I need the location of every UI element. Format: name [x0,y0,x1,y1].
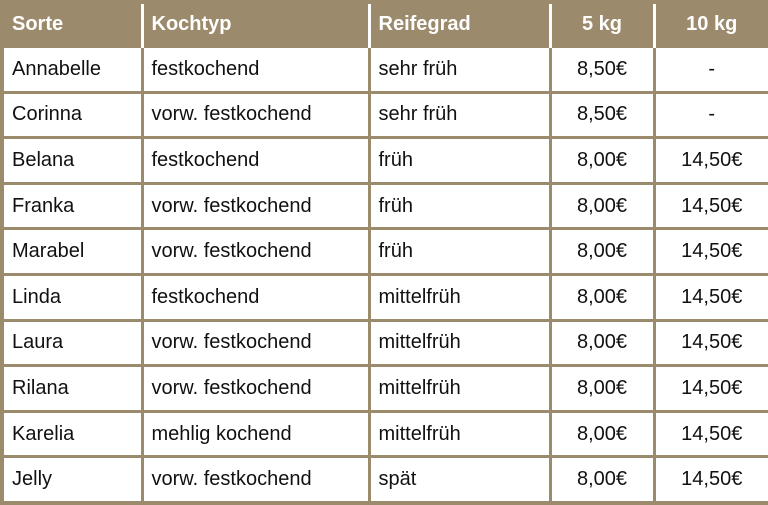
table-cell: vorw. festkochend [140,364,371,413]
table-row: Annabelle festkochend sehr früh 8,50€ - [0,45,768,94]
header-cell: 10 kg [652,2,768,47]
table-cell: 14,50€ [652,227,768,276]
table-cell: 14,50€ [652,272,768,322]
table-cell: 14,50€ [652,318,768,368]
table-cell: 8,00€ [548,181,656,231]
table-cell: 8,50€ [548,90,656,140]
header-cell: Reifegrad [367,2,550,47]
table-cell: 8,00€ [548,227,656,276]
table-cell: Laura [0,318,144,368]
header-row: Sorte Kochtyp Reifegrad 5 kg 10 kg [2,2,768,47]
table-cell: festkochend [140,272,371,322]
table-cell: vorw. festkochend [140,90,371,140]
header-cell: 5 kg [548,2,654,47]
table-cell: sehr früh [367,90,552,140]
table-cell: - [652,45,768,94]
table-cell: 8,50€ [548,45,656,94]
table-row: Laura vorw. festkochend mittelfrüh 8,00€ 14,… [0,318,768,368]
table-cell: 8,00€ [548,409,656,459]
table-cell: mittelfrüh [367,272,552,322]
table-cell: 14,50€ [652,136,768,185]
table-cell: vorw. festkochend [140,455,371,505]
table-cell: Marabel [0,227,144,276]
table-cell: festkochend [140,136,371,185]
table-row: Linda festkochend mittelfrüh 8,00€ 14,50€ [0,272,768,322]
table-cell: mittelfrüh [367,364,552,413]
table-cell: früh [367,181,552,231]
table-body: Annabelle festkochend sehr früh 8,50€ - Corin… [0,45,768,505]
table-cell: mittelfrüh [367,318,552,368]
table-cell: mehlig kochend [140,409,371,459]
table-cell: Franka [0,181,144,231]
table-cell: Annabelle [0,45,144,94]
table-cell: vorw. festkochend [140,181,371,231]
table-cell: Belana [0,136,144,185]
table-cell: 14,50€ [652,409,768,459]
table-head: Sorte Kochtyp Reifegrad 5 kg 10 kg [2,2,768,47]
table-cell: früh [367,136,552,185]
table-row: Corinna vorw. festkochend sehr früh 8,50€ - [0,90,768,140]
table-cell: Linda [0,272,144,322]
table-cell: 14,50€ [652,181,768,231]
header-cell: Sorte [2,2,142,47]
table-row: Marabel vorw. festkochend früh 8,00€ 14,50€ [0,227,768,276]
table-cell: Corinna [0,90,144,140]
table-cell: 8,00€ [548,455,656,505]
table-cell: 8,00€ [548,364,656,413]
table-cell: Rilana [0,364,144,413]
table-row: Jelly vorw. festkochend spät 8,00€ 14,50€ [0,455,768,505]
table-row: Belana festkochend früh 8,00€ 14,50€ [0,136,768,185]
header-cell: Kochtyp [140,2,369,47]
table-cell: 14,50€ [652,364,768,413]
table-cell: mittelfrüh [367,409,552,459]
table-cell: spät [367,455,552,505]
table-cell: 14,50€ [652,455,768,505]
table-cell: vorw. festkochend [140,227,371,276]
table-cell: früh [367,227,552,276]
table-cell: - [652,90,768,140]
table-cell: 8,00€ [548,136,656,185]
table-cell: sehr früh [367,45,552,94]
table-cell: vorw. festkochend [140,318,371,368]
table-row: Franka vorw. festkochend früh 8,00€ 14,50€ [0,181,768,231]
table-row: Karelia mehlig kochend mittelfrüh 8,00€ 14,5… [0,409,768,459]
table-cell: festkochend [140,45,371,94]
table-cell: Jelly [0,455,144,505]
table-row: Rilana vorw. festkochend mittelfrüh 8,00€ 14… [0,364,768,413]
table-cell: 8,00€ [548,318,656,368]
table-cell: Karelia [0,409,144,459]
table-cell: 8,00€ [548,272,656,322]
